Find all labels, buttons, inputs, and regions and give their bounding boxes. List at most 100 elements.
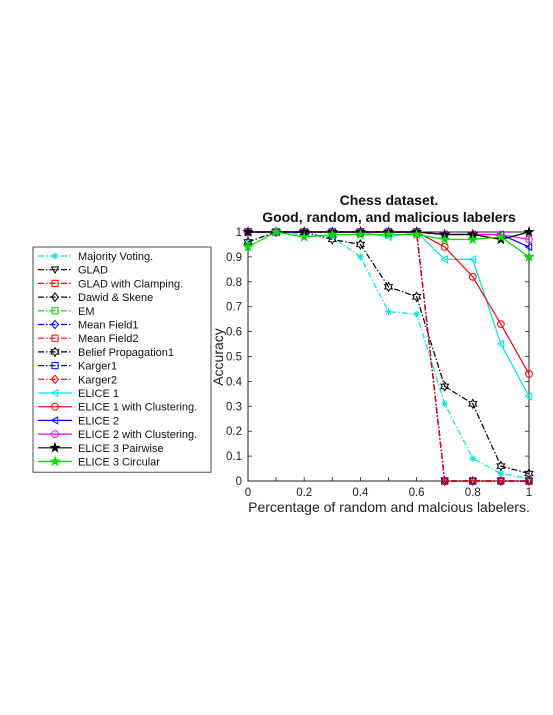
data-point — [385, 308, 392, 316]
data-point — [438, 233, 451, 245]
data-point — [270, 225, 282, 237]
data-point — [440, 243, 449, 251]
data-point — [497, 470, 505, 477]
legend-label: ELICE 3 Pairwise — [78, 443, 164, 455]
legend-entry: Karger2 — [38, 374, 117, 386]
data-point — [440, 255, 448, 264]
y-tick-label: 0.9 — [226, 252, 242, 264]
legend-marker — [51, 402, 59, 411]
legend-entry: Majority Voting. — [38, 251, 153, 263]
x-tick-label: 0.6 — [409, 487, 425, 499]
data-point — [383, 281, 394, 293]
y-tick-label: 0.8 — [226, 277, 242, 289]
legend-label: EM — [78, 306, 95, 318]
data-point — [242, 240, 254, 252]
data-point — [497, 320, 505, 329]
legend-marker — [51, 252, 59, 260]
y-tick-label: 0.4 — [226, 376, 243, 388]
legend-marker — [51, 362, 59, 370]
legend-entry: ELICE 2 — [38, 415, 119, 427]
data-point — [242, 225, 254, 237]
legend-label: Majority Voting. — [78, 251, 153, 263]
data-point — [468, 255, 477, 264]
plot-frame — [247, 231, 530, 482]
y-tick-label: 0.1 — [226, 451, 242, 463]
legend-marker — [50, 346, 60, 358]
legend-entry: Dawid & Skene — [38, 292, 153, 304]
data-point — [354, 228, 367, 240]
data-point — [496, 339, 505, 349]
legend-label: ELICE 1 — [78, 388, 119, 400]
legend-entry: Belief Propagation1 — [38, 346, 174, 359]
data-point — [411, 291, 422, 303]
legend-marker — [50, 266, 60, 275]
legend-marker — [51, 334, 59, 342]
data-point — [327, 234, 337, 245]
x-tick-label: 0.8 — [465, 487, 481, 499]
y-tick-label: 1 — [236, 227, 242, 239]
data-point — [525, 370, 533, 378]
legend-marker — [51, 430, 59, 439]
y-tick-label: 0.5 — [226, 352, 242, 364]
y-axis-label: Accuracy — [210, 328, 226, 386]
chart-title: Chess dataset. — [340, 192, 439, 208]
data-point — [357, 253, 364, 261]
data-point — [523, 250, 535, 262]
legend-label: Dawid & Skene — [78, 292, 153, 304]
data-point — [495, 230, 507, 242]
legend-label: Karger2 — [78, 374, 117, 386]
series-elice-3-circular — [242, 225, 535, 262]
legend-marker — [49, 441, 61, 453]
legend-label: GLAD with Clamping. — [78, 278, 183, 290]
data-point — [441, 400, 449, 408]
plot-area: 0 0.2 0.4 0.6 0.8 1 0 0.1 0.2 0.3 0.4 0.5 0.6 0.7 0.8 0… — [226, 225, 535, 499]
y-tick-label: 0.2 — [226, 426, 242, 438]
legend-entry: ELICE 2 with Clustering. — [38, 429, 197, 441]
legend-entry: Mean Field2 — [38, 333, 139, 345]
legend-marker — [50, 319, 60, 330]
legend-label: Mean Field1 — [78, 320, 139, 332]
data-point — [469, 455, 477, 462]
legend-marker — [50, 416, 59, 425]
legend-marker — [51, 279, 59, 287]
data-point — [496, 476, 505, 486]
data-point — [496, 460, 506, 472]
legend-entry: EM — [38, 306, 95, 318]
y-tick-label: 0.7 — [226, 302, 242, 314]
data-point — [440, 380, 450, 392]
data-point — [524, 242, 533, 252]
data-point — [523, 225, 535, 237]
chart-subtitle: Good, random, and malicious labelers — [262, 209, 516, 225]
legend-entry: ELICE 1 with Clustering. — [38, 402, 197, 414]
x-tick-label: 0.4 — [352, 487, 369, 499]
data-point — [326, 228, 339, 240]
legend-entry: ELICE 1 — [38, 388, 119, 400]
x-tick-label: 1 — [526, 487, 532, 499]
y-tick-label: 0.6 — [226, 327, 242, 339]
x-tick-label: 0 — [245, 487, 251, 499]
data-point — [410, 228, 423, 240]
y-tick-label: 0.3 — [226, 401, 242, 413]
legend-marker — [50, 292, 60, 302]
y-tick-label: 0 — [236, 476, 242, 488]
data-point — [298, 230, 310, 242]
legend-entry: GLAD — [38, 265, 108, 277]
data-point — [468, 398, 478, 410]
legend-label: Belief Propagation1 — [78, 347, 174, 359]
data-point — [467, 233, 479, 245]
legend-marker — [50, 374, 60, 385]
legend-label: ELICE 1 with Clustering. — [78, 402, 197, 414]
legend-marker — [51, 307, 59, 315]
data-point — [524, 476, 534, 486]
legend-label: GLAD — [78, 265, 108, 277]
data-point — [328, 233, 336, 241]
data-point — [355, 239, 366, 250]
data-point — [525, 235, 533, 244]
legend-entry: ELICE 3 Pairwise — [38, 441, 164, 455]
legend-label: ELICE 2 — [78, 415, 119, 427]
legend-marker — [50, 388, 59, 398]
legend-entry: Karger1 — [38, 361, 117, 373]
legend-label: ELICE 2 with Clustering. — [78, 429, 197, 441]
data-point — [382, 228, 395, 240]
